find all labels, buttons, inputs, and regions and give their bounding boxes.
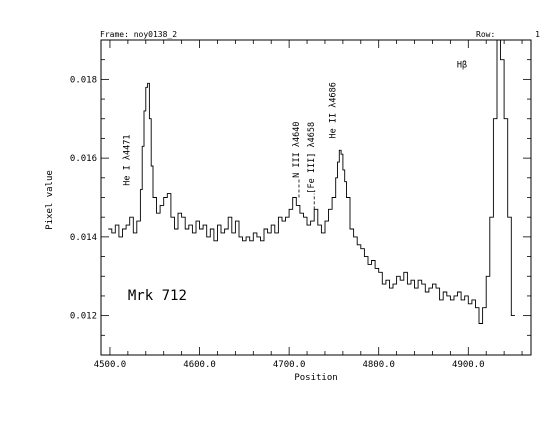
row-label: Row: — [476, 30, 495, 39]
line-label: N III λ4640 — [292, 122, 302, 178]
line-annotations: He I λ4471 N III λ4640 [Fe III] λ4658 He II… — [123, 61, 467, 304]
x-tick-label: 4500.0 — [94, 360, 127, 370]
line-label: He II λ4686 — [329, 82, 339, 138]
y-tick-label: 0.012 — [70, 312, 97, 322]
y-tick-label: 0.018 — [70, 75, 97, 85]
line-markers — [298, 177, 315, 210]
axis-ticks — [101, 39, 531, 356]
object-label: Mrk 712 — [128, 288, 187, 304]
x-tick-label: 4900.0 — [452, 360, 485, 370]
line-label-hbeta: Hβ — [457, 61, 467, 71]
y-axis-title: Pixel value — [45, 170, 55, 230]
tick-labels: 4500.0 4600.0 4700.0 4800.0 4900.0 0.012 0.014… — [70, 75, 485, 370]
spectrum-line — [108, 39, 515, 324]
row-value: 1 — [535, 30, 540, 39]
y-tick-label: 0.016 — [70, 154, 97, 164]
y-tick-label: 0.014 — [70, 233, 97, 243]
x-axis-title: Position — [294, 373, 337, 383]
line-label: [Fe III] λ4658 — [307, 122, 317, 194]
x-tick-label: 4700.0 — [273, 360, 306, 370]
x-tick-label: 4600.0 — [183, 360, 216, 370]
frame-label: Frame: noy0138_2 — [100, 30, 177, 39]
x-tick-label: 4800.0 — [362, 360, 395, 370]
line-label: He I λ4471 — [123, 135, 133, 186]
